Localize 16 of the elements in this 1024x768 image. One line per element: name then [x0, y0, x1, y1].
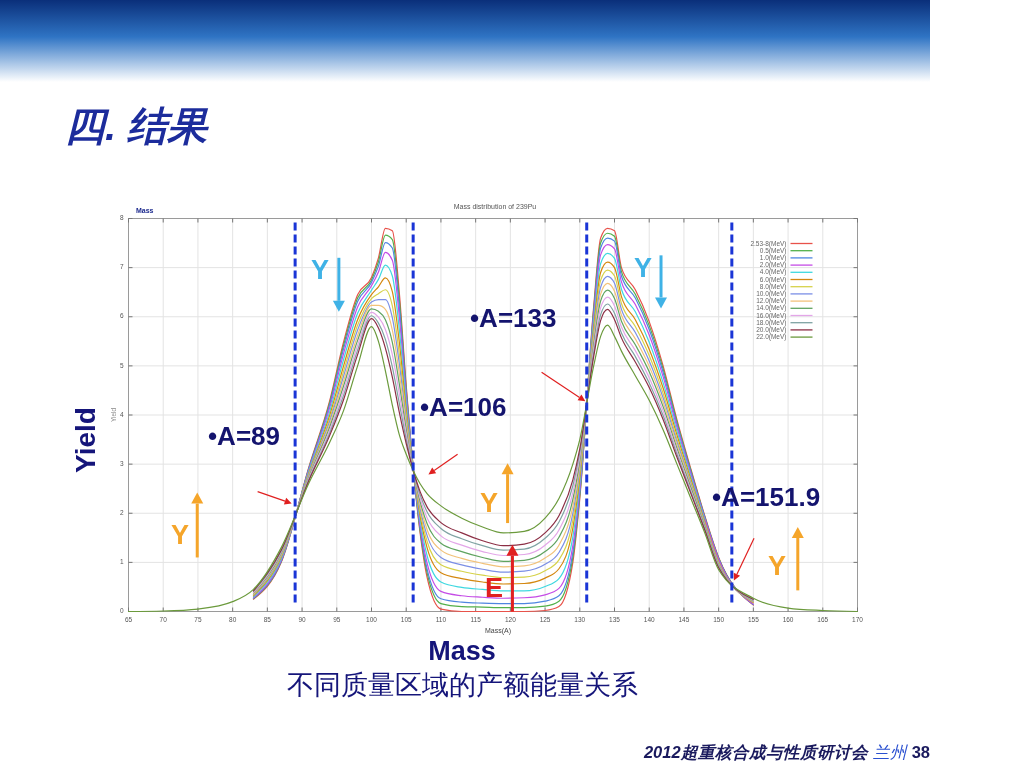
annotation: Y — [170, 520, 190, 551]
text: 38 — [911, 743, 930, 761]
chart-title: 四. 结果 — [65, 104, 211, 148]
annotation: •A=89 — [208, 420, 280, 451]
text: Mass — [428, 636, 496, 667]
text: 不同质量区域的产额能量关系 — [286, 670, 638, 701]
text: 2012超重核合成与性质研讨会 — [642, 743, 870, 761]
annotation: Y — [310, 255, 330, 286]
annotation: Y — [479, 488, 499, 519]
annotation: •A=151.9 — [712, 481, 821, 512]
annotation: •A=133 — [470, 302, 557, 333]
text: 兰州 — [872, 743, 908, 761]
annotation: Y — [767, 551, 787, 582]
annotation: Y — [633, 253, 653, 284]
text: Yield — [70, 407, 102, 473]
annotation: •A=106 — [420, 391, 507, 422]
